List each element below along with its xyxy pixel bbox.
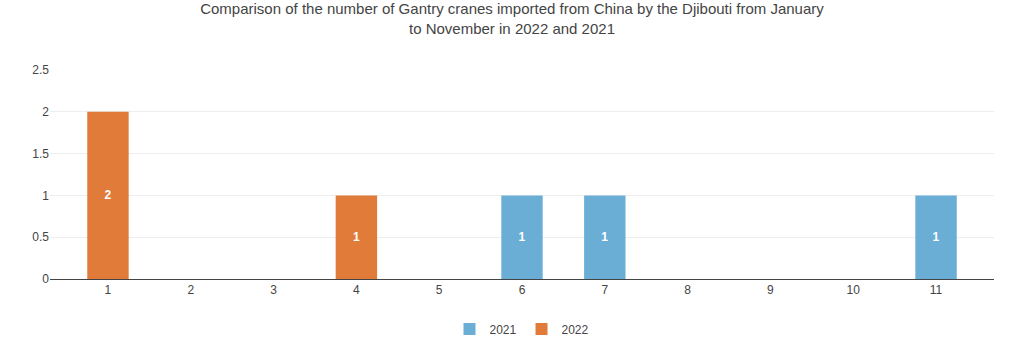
svg-text:2: 2 <box>42 105 49 119</box>
svg-text:11: 11 <box>930 283 943 297</box>
svg-text:1.5: 1.5 <box>32 147 49 161</box>
svg-text:3: 3 <box>270 283 277 297</box>
svg-text:8: 8 <box>684 283 691 297</box>
svg-text:6: 6 <box>519 283 526 297</box>
svg-text:5: 5 <box>436 283 443 297</box>
svg-text:Comparison of the number of Ga: Comparison of the number of Gantry crane… <box>200 0 824 37</box>
svg-text:0: 0 <box>42 272 49 286</box>
svg-text:2: 2 <box>187 283 194 297</box>
svg-text:2: 2 <box>104 188 111 202</box>
svg-text:1: 1 <box>353 230 360 244</box>
svg-text:2.5: 2.5 <box>32 63 49 77</box>
svg-text:1: 1 <box>105 283 112 297</box>
svg-text:7: 7 <box>601 283 608 297</box>
svg-text:4: 4 <box>353 283 360 297</box>
svg-text:1: 1 <box>42 189 49 203</box>
svg-text:2021: 2021 <box>490 323 517 337</box>
svg-text:2022: 2022 <box>562 323 589 337</box>
svg-text:0.5: 0.5 <box>32 230 49 244</box>
svg-text:10: 10 <box>847 283 861 297</box>
svg-text:1: 1 <box>601 230 608 244</box>
svg-text:1: 1 <box>519 230 526 244</box>
svg-text:1: 1 <box>933 230 940 244</box>
svg-text:9: 9 <box>767 283 774 297</box>
